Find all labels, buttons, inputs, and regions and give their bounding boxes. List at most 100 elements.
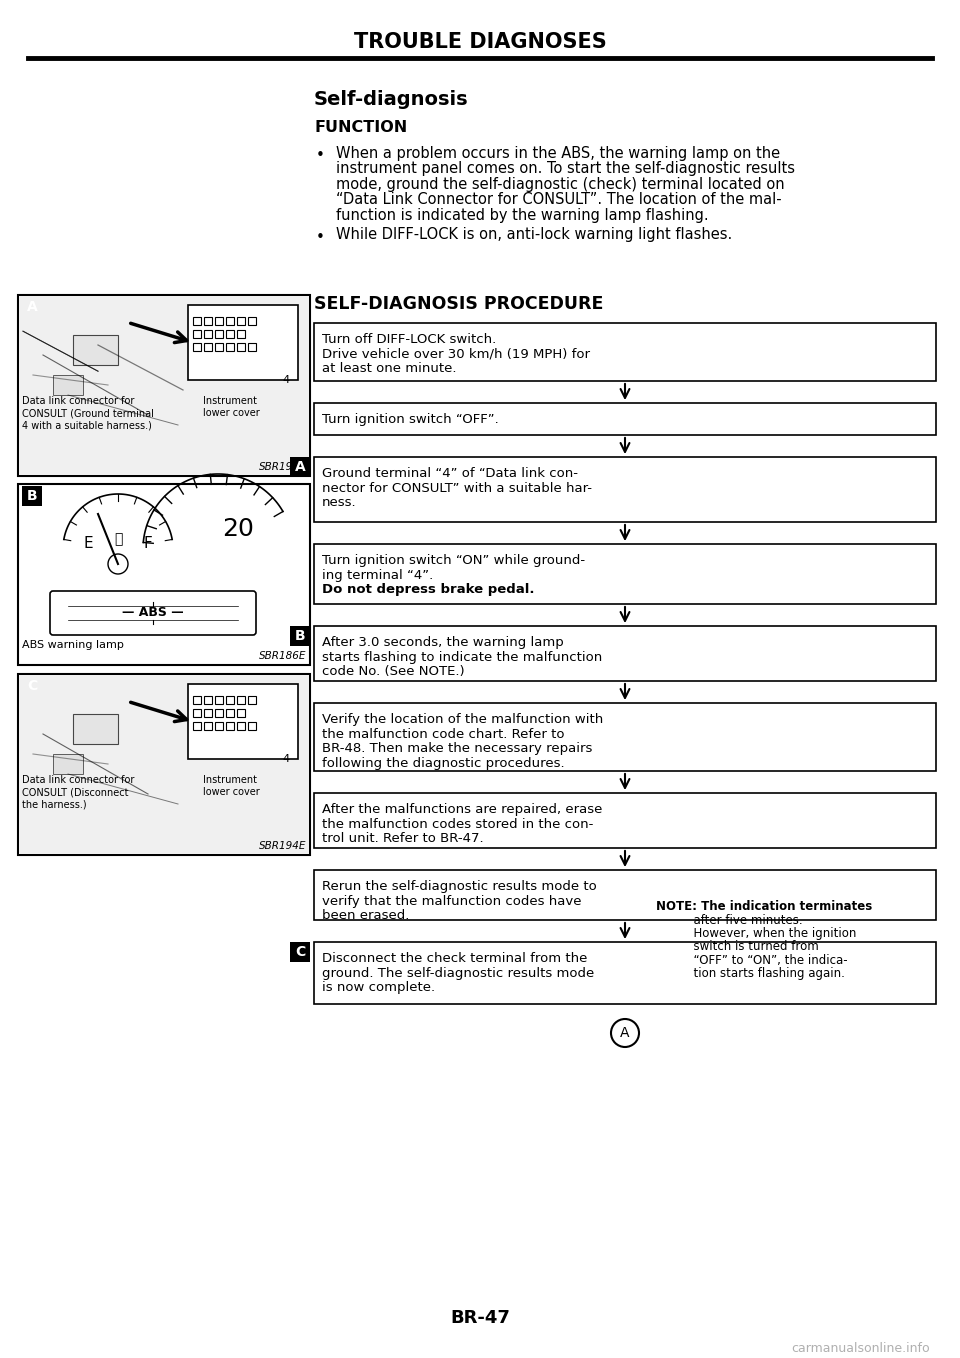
Text: However, when the ignition: However, when the ignition xyxy=(656,928,856,940)
Bar xyxy=(22,297,42,316)
Bar xyxy=(314,458,936,521)
FancyBboxPatch shape xyxy=(50,591,256,636)
Text: carmanualsonline.info: carmanualsonline.info xyxy=(791,1342,930,1354)
Text: Data link connector for
CONSULT (Disconnect
the harness.): Data link connector for CONSULT (Disconn… xyxy=(22,775,134,809)
Text: “OFF” to “ON”, the indica-: “OFF” to “ON”, the indica- xyxy=(656,955,848,967)
Text: after five minutes.: after five minutes. xyxy=(656,914,803,926)
Bar xyxy=(188,684,298,759)
Text: After the malfunctions are repaired, erase: After the malfunctions are repaired, era… xyxy=(322,803,602,816)
Text: tion starts flashing again.: tion starts flashing again. xyxy=(656,967,845,980)
Bar xyxy=(314,703,936,771)
Text: 4: 4 xyxy=(282,754,290,765)
Bar xyxy=(22,486,42,507)
Bar xyxy=(314,545,936,604)
Text: — ABS —: — ABS — xyxy=(122,607,183,619)
Bar xyxy=(18,295,310,477)
Bar xyxy=(193,330,201,338)
Bar xyxy=(73,714,118,744)
Bar xyxy=(248,722,256,731)
Text: ing terminal “4”.: ing terminal “4”. xyxy=(322,569,433,581)
Bar xyxy=(193,697,201,703)
Bar xyxy=(215,344,223,350)
Bar xyxy=(215,330,223,338)
Text: instrument panel comes on. To start the self-diagnostic results: instrument panel comes on. To start the … xyxy=(336,162,795,177)
Text: Data link connector for
CONSULT (Ground terminal
4 with a suitable harness.): Data link connector for CONSULT (Ground … xyxy=(22,397,154,430)
Bar xyxy=(204,344,212,350)
Bar xyxy=(314,870,936,919)
Bar xyxy=(53,754,83,774)
Bar xyxy=(226,344,234,350)
Text: SBR194E: SBR194E xyxy=(258,841,306,851)
Text: code No. (See NOTE.): code No. (See NOTE.) xyxy=(322,665,465,678)
Text: While DIFF-LOCK is on, anti-lock warning light flashes.: While DIFF-LOCK is on, anti-lock warning… xyxy=(336,228,732,243)
Bar xyxy=(193,316,201,325)
Text: Turn off DIFF-LOCK switch.: Turn off DIFF-LOCK switch. xyxy=(322,333,496,346)
Text: TROUBLE DIAGNOSES: TROUBLE DIAGNOSES xyxy=(353,33,607,52)
Bar xyxy=(290,626,310,646)
Bar xyxy=(237,722,245,731)
Text: Disconnect the check terminal from the: Disconnect the check terminal from the xyxy=(322,952,588,966)
Text: SBR193E: SBR193E xyxy=(258,462,306,473)
Bar xyxy=(193,344,201,350)
Bar xyxy=(314,626,936,680)
Text: verify that the malfunction codes have: verify that the malfunction codes have xyxy=(322,895,582,907)
Bar xyxy=(314,942,936,1004)
Text: Verify the location of the malfunction with: Verify the location of the malfunction w… xyxy=(322,713,603,727)
Text: starts flashing to indicate the malfunction: starts flashing to indicate the malfunct… xyxy=(322,650,602,664)
Bar xyxy=(193,722,201,731)
Text: Turn ignition switch “OFF”.: Turn ignition switch “OFF”. xyxy=(322,413,499,426)
Text: is now complete.: is now complete. xyxy=(322,980,435,994)
Text: FUNCTION: FUNCTION xyxy=(314,120,407,134)
Text: 20: 20 xyxy=(222,517,254,540)
Text: •: • xyxy=(316,148,324,163)
Bar xyxy=(226,722,234,731)
Bar xyxy=(215,697,223,703)
Text: E: E xyxy=(84,536,93,551)
Bar xyxy=(18,483,310,665)
Text: BR-48. Then make the necessary repairs: BR-48. Then make the necessary repairs xyxy=(322,741,592,755)
Text: at least one minute.: at least one minute. xyxy=(322,363,457,375)
Bar xyxy=(215,709,223,717)
Bar xyxy=(314,403,936,435)
Text: “Data Link Connector for CONSULT”. The location of the mal-: “Data Link Connector for CONSULT”. The l… xyxy=(336,193,781,208)
Text: mode, ground the self-diagnostic (check) terminal located on: mode, ground the self-diagnostic (check)… xyxy=(336,177,784,191)
Text: BR-47: BR-47 xyxy=(450,1309,510,1327)
Text: A: A xyxy=(620,1027,630,1040)
Text: F: F xyxy=(144,536,153,551)
Text: B: B xyxy=(295,629,305,642)
Bar xyxy=(215,722,223,731)
Text: been erased.: been erased. xyxy=(322,909,409,922)
Text: trol unit. Refer to BR-47.: trol unit. Refer to BR-47. xyxy=(322,832,484,845)
Bar xyxy=(290,942,310,961)
Text: C: C xyxy=(295,945,305,959)
Bar xyxy=(73,335,118,365)
Bar xyxy=(237,709,245,717)
Bar xyxy=(19,296,309,475)
Bar xyxy=(237,330,245,338)
Bar xyxy=(18,674,310,856)
Bar xyxy=(204,316,212,325)
Text: Instrument
lower cover: Instrument lower cover xyxy=(203,397,260,418)
Bar xyxy=(188,306,298,380)
Bar xyxy=(248,697,256,703)
Bar xyxy=(53,375,83,395)
Text: nector for CONSULT” with a suitable har-: nector for CONSULT” with a suitable har- xyxy=(322,482,592,494)
Text: Instrument
lower cover: Instrument lower cover xyxy=(203,775,260,797)
Text: •: • xyxy=(316,230,324,244)
Bar xyxy=(226,316,234,325)
Text: Ground terminal “4” of “Data link con-: Ground terminal “4” of “Data link con- xyxy=(322,467,578,479)
Bar xyxy=(22,676,42,697)
Text: C: C xyxy=(27,679,37,693)
Bar xyxy=(226,709,234,717)
Text: Do not depress brake pedal.: Do not depress brake pedal. xyxy=(322,583,535,596)
Text: Self-diagnosis: Self-diagnosis xyxy=(314,90,468,109)
Bar xyxy=(226,697,234,703)
Bar xyxy=(204,709,212,717)
Text: 4: 4 xyxy=(282,375,290,386)
Text: ABS warning lamp: ABS warning lamp xyxy=(22,640,124,650)
Text: B: B xyxy=(27,489,37,502)
Bar xyxy=(215,316,223,325)
Text: ground. The self-diagnostic results mode: ground. The self-diagnostic results mode xyxy=(322,967,594,979)
Text: the malfunction codes stored in the con-: the malfunction codes stored in the con- xyxy=(322,818,593,831)
Text: A: A xyxy=(27,300,37,314)
